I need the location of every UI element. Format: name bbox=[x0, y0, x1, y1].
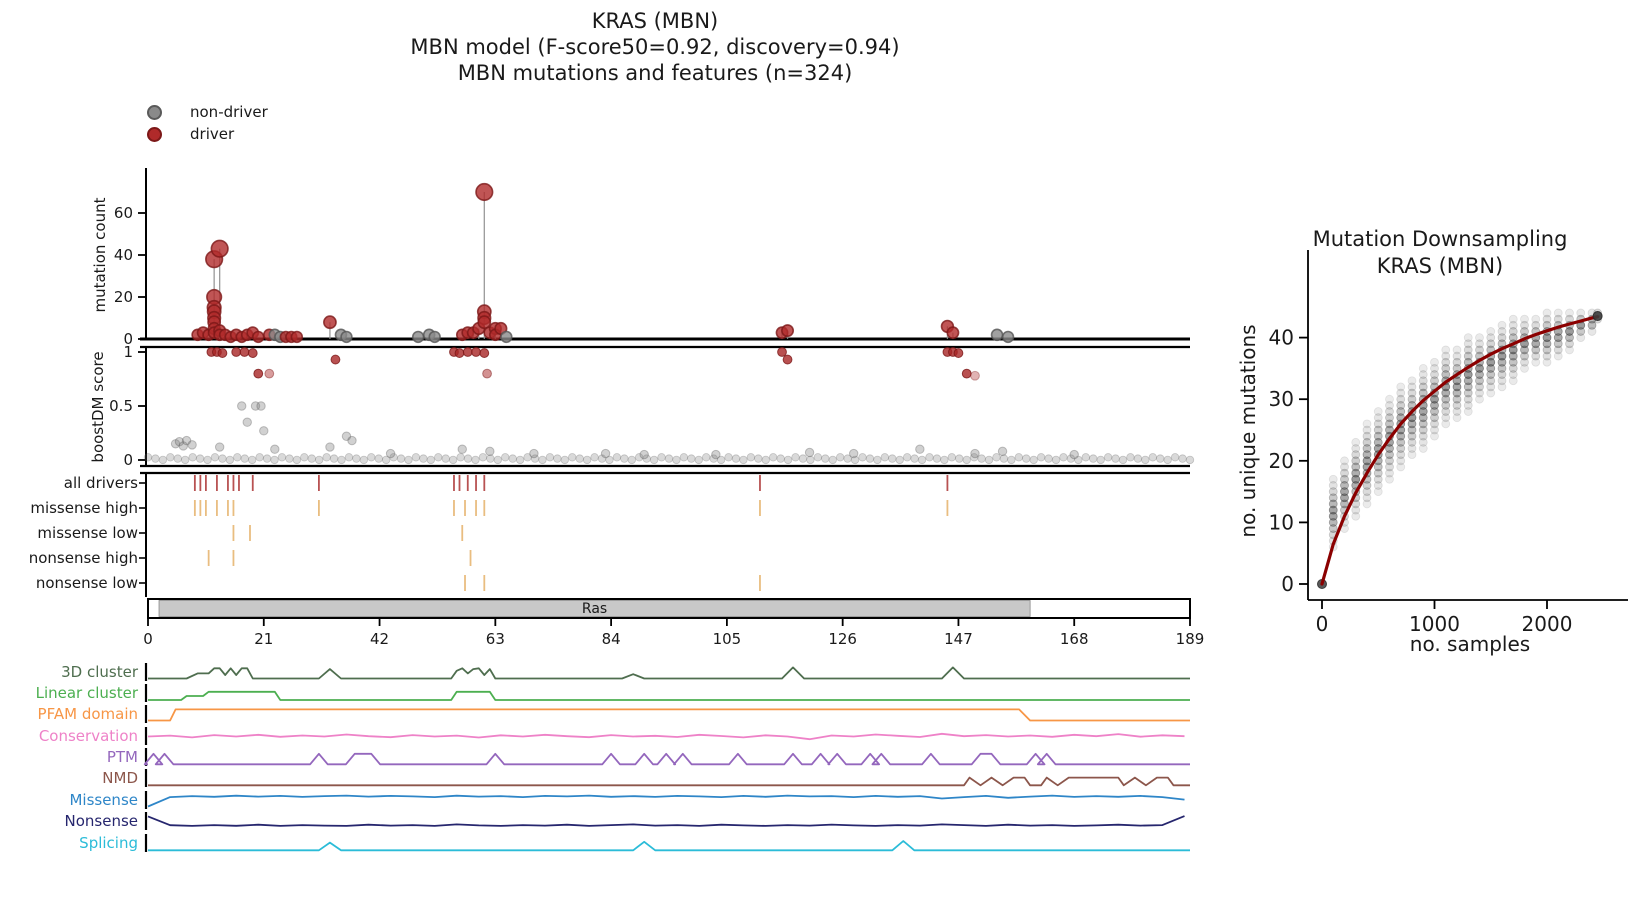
downsampling-plot: 0 10 20 30 40 0 1000 2000 bbox=[1269, 250, 1628, 636]
title-line-2: MBN model (F-score50=0.92, discovery=0.9… bbox=[410, 35, 900, 59]
rug-tracks bbox=[139, 471, 1190, 597]
downsampling-xlabel: no. samples bbox=[1409, 632, 1531, 656]
legend-label-nondriver: non-driver bbox=[190, 103, 268, 121]
nondriver-dot-icon bbox=[147, 104, 162, 120]
feature-label-linear-cluster: Linear cluster bbox=[35, 684, 138, 702]
svg-text:60: 60 bbox=[114, 204, 133, 222]
feature-label-pfam-domain: PFAM domain bbox=[37, 705, 138, 723]
feature-label-ptm: PTM bbox=[106, 748, 138, 766]
rug-label-nonsense-low: nonsense low bbox=[35, 574, 138, 592]
svg-text:20: 20 bbox=[114, 288, 133, 306]
downsampling-title-line-1: Mutation Downsampling bbox=[1312, 227, 1568, 251]
feature-label-splicing: Splicing bbox=[79, 834, 138, 852]
svg-text:189: 189 bbox=[1176, 630, 1205, 648]
svg-text:2000: 2000 bbox=[1522, 612, 1573, 636]
feature-label-missense: Missense bbox=[69, 791, 138, 809]
svg-text:0: 0 bbox=[1281, 572, 1294, 596]
svg-text:0: 0 bbox=[143, 630, 153, 648]
svg-text:84: 84 bbox=[602, 630, 621, 648]
svg-text:1: 1 bbox=[123, 343, 133, 361]
svg-text:168: 168 bbox=[1060, 630, 1089, 648]
driver-dot-icon bbox=[147, 126, 162, 142]
svg-text:21: 21 bbox=[254, 630, 273, 648]
svg-text:126: 126 bbox=[828, 630, 857, 648]
svg-text:40: 40 bbox=[114, 246, 133, 264]
legend-item-driver: driver bbox=[147, 125, 268, 143]
svg-text:40: 40 bbox=[1269, 326, 1294, 350]
feature-label-nmd: NMD bbox=[102, 769, 138, 787]
svg-text:1000: 1000 bbox=[1409, 612, 1460, 636]
legend-label-driver: driver bbox=[190, 125, 235, 143]
svg-text:0.5: 0.5 bbox=[109, 397, 133, 415]
svg-text:0: 0 bbox=[123, 451, 133, 469]
feature-tracks bbox=[143, 663, 1190, 852]
svg-text:20: 20 bbox=[1269, 449, 1294, 473]
svg-text:10: 10 bbox=[1269, 510, 1294, 534]
downsampling-title-line-2: KRAS (MBN) bbox=[1376, 254, 1504, 278]
title-line-1: KRAS (MBN) bbox=[591, 9, 719, 33]
needle-plot: 0 20 40 60 bbox=[114, 168, 1190, 348]
svg-text:42: 42 bbox=[370, 630, 389, 648]
legend-item-nondriver: non-driver bbox=[147, 103, 268, 121]
title-line-3: MBN mutations and features (n=324) bbox=[457, 61, 853, 85]
feature-label-conservation: Conservation bbox=[38, 727, 138, 745]
svg-text:Ras: Ras bbox=[582, 601, 607, 617]
rug-label-all-drivers: all drivers bbox=[63, 474, 138, 492]
svg-text:0: 0 bbox=[1316, 612, 1329, 636]
rug-label-nonsense-high: nonsense high bbox=[28, 549, 138, 567]
domain-bar: Ras bbox=[147, 598, 1191, 619]
protein-x-axis: 0 21 42 63 84 105 126 147 168 189 bbox=[143, 618, 1204, 648]
svg-text:63: 63 bbox=[486, 630, 505, 648]
legend: non-driver driver bbox=[147, 103, 268, 143]
figure-title: KRAS (MBN) MBN model (F-score50=0.92, di… bbox=[155, 8, 1155, 86]
score-plot: 00.51 bbox=[109, 343, 1195, 469]
svg-text:147: 147 bbox=[944, 630, 973, 648]
svg-text:30: 30 bbox=[1269, 387, 1294, 411]
feature-label-nonsense: Nonsense bbox=[64, 812, 139, 830]
downsampling-title: Mutation Downsampling KRAS (MBN) bbox=[1255, 226, 1625, 280]
svg-text:0: 0 bbox=[123, 330, 133, 348]
feature-label-3d-cluster: 3D cluster bbox=[61, 663, 138, 681]
rug-label-missense-low: missense low bbox=[37, 524, 138, 542]
rug-label-missense-high: missense high bbox=[30, 499, 138, 517]
svg-text:105: 105 bbox=[713, 630, 742, 648]
